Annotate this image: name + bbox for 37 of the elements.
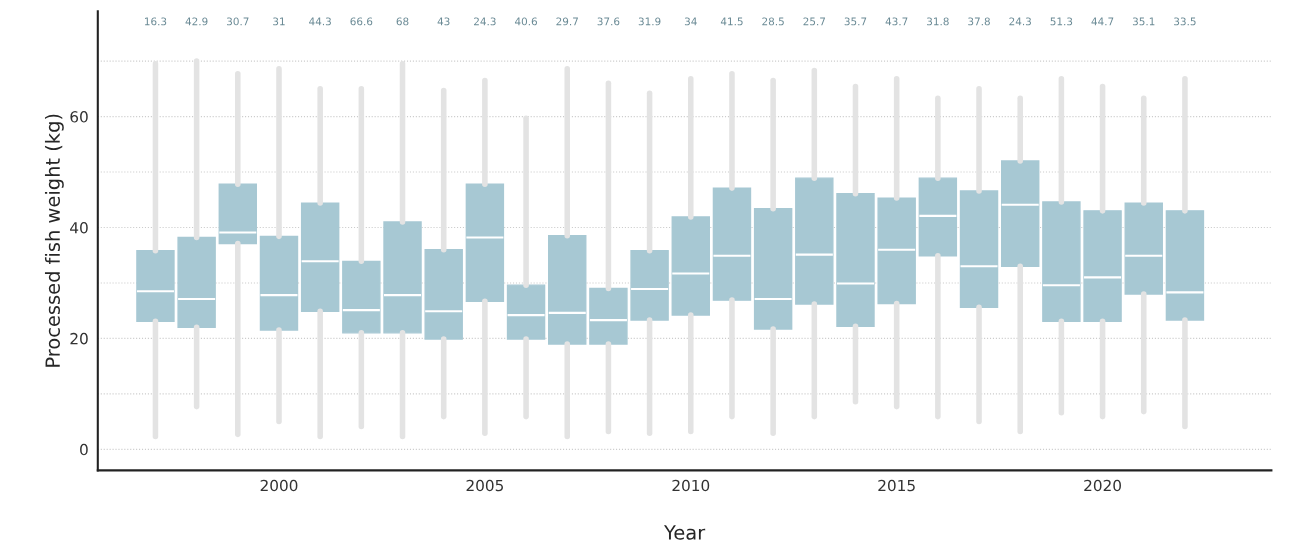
y-axis-title: Processed fish weight (kg) [44, 114, 64, 367]
annotation: 44.7 [1091, 17, 1114, 26]
annotation: 40.6 [514, 17, 537, 26]
annotation: 16.3 [145, 17, 167, 26]
annotation: 42.9 [185, 17, 208, 26]
x-axis-title: Year [663, 525, 706, 540]
annotation: 28.5 [762, 17, 784, 26]
annotation: 37.6 [597, 17, 620, 26]
y-tick-label: 20 [70, 332, 88, 345]
x-tick-label: 2015 [878, 479, 915, 492]
annotation: 29.7 [556, 17, 578, 26]
x-tick-label: 2010 [672, 479, 710, 492]
annotation: 25.7 [803, 17, 826, 26]
x-tick-label: 2005 [466, 479, 503, 492]
annotation: 24.3 [1009, 17, 1031, 26]
x-tick-label: 2020 [1084, 479, 1121, 492]
annotation: 31.8 [927, 17, 949, 26]
annotation: 37.8 [968, 17, 990, 26]
annotation: 30.7 [227, 17, 249, 26]
annotation: 31.9 [638, 17, 661, 26]
annotation: 44.3 [309, 17, 331, 26]
x-tick-label: 2000 [260, 479, 298, 492]
y-tick-label: 0 [80, 443, 88, 456]
annotation: 51.3 [1050, 17, 1073, 26]
y-tick-label: 40 [70, 221, 88, 234]
annotation: 43.7 [885, 17, 908, 26]
y-tick-label: 60 [70, 111, 88, 123]
annotation: 66.6 [350, 17, 373, 26]
annotation: 31 [273, 17, 285, 26]
annotation: 41.5 [720, 17, 743, 26]
annotation: 68 [396, 17, 409, 26]
annotation: 43 [437, 17, 450, 26]
annotation: 35.7 [844, 17, 867, 26]
annotation: 33.5 [1174, 17, 1196, 26]
annotation: 34 [684, 17, 697, 26]
annotation: 35.1 [1132, 17, 1155, 26]
annotation: 24.3 [474, 17, 496, 26]
